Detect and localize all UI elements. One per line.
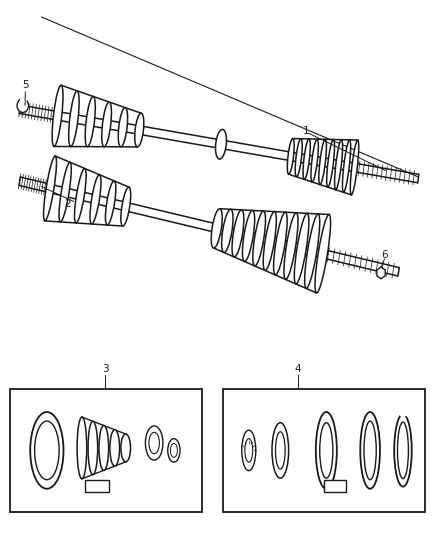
Ellipse shape [43,156,57,221]
Circle shape [17,99,28,112]
Ellipse shape [99,425,109,470]
Ellipse shape [316,412,337,489]
Ellipse shape [243,211,254,262]
Text: 1: 1 [303,126,310,135]
Polygon shape [377,267,385,279]
Ellipse shape [284,213,298,279]
Bar [10,389,202,512]
Ellipse shape [272,423,289,478]
Ellipse shape [222,209,233,253]
Text: 3: 3 [102,364,109,374]
Ellipse shape [110,430,120,466]
Ellipse shape [311,139,318,182]
Ellipse shape [74,168,86,223]
Ellipse shape [168,439,180,462]
Ellipse shape [315,214,331,293]
Ellipse shape [295,139,302,177]
Ellipse shape [327,140,335,187]
Ellipse shape [253,211,265,266]
Ellipse shape [145,426,163,460]
Ellipse shape [88,421,98,474]
Ellipse shape [211,209,222,248]
Ellipse shape [59,162,71,222]
Ellipse shape [263,212,276,270]
Ellipse shape [90,175,101,224]
Text: 6: 6 [381,250,388,260]
Ellipse shape [232,210,244,257]
Ellipse shape [320,423,333,478]
Ellipse shape [69,91,79,147]
Ellipse shape [135,113,144,147]
Ellipse shape [343,140,351,192]
Ellipse shape [170,443,177,457]
Ellipse shape [397,422,408,479]
Ellipse shape [106,181,116,225]
Ellipse shape [245,439,253,462]
Ellipse shape [303,139,310,180]
Text: 2: 2 [64,199,71,208]
Ellipse shape [215,130,226,159]
Ellipse shape [77,417,87,479]
Ellipse shape [350,140,359,195]
Ellipse shape [287,139,294,174]
Text: 4: 4 [294,364,301,374]
Ellipse shape [276,432,285,469]
Text: 5: 5 [22,80,29,90]
Bar [223,389,425,512]
Ellipse shape [294,213,309,284]
Ellipse shape [85,96,95,147]
Ellipse shape [149,432,159,454]
Bar [324,480,346,492]
Ellipse shape [52,85,63,147]
Ellipse shape [121,434,131,462]
Ellipse shape [319,139,326,184]
Ellipse shape [394,414,412,487]
Ellipse shape [121,187,131,226]
Bar [85,480,110,492]
Ellipse shape [102,102,111,147]
Ellipse shape [30,412,64,489]
Ellipse shape [364,421,376,480]
Ellipse shape [242,430,256,471]
Ellipse shape [335,140,343,190]
Ellipse shape [360,412,380,489]
Ellipse shape [118,108,127,147]
Ellipse shape [305,214,320,288]
Ellipse shape [274,212,287,275]
Ellipse shape [35,421,59,480]
